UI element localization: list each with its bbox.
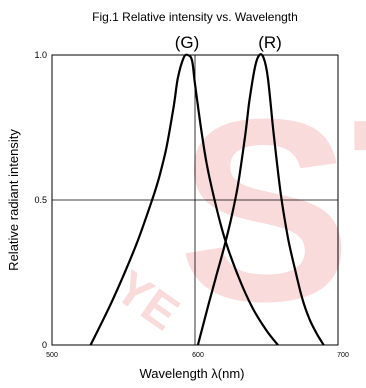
y-tick-label-0.5: 0.5 — [34, 195, 47, 205]
series-line-g — [89, 53, 279, 346]
x-tick-label-700: 700 — [337, 352, 349, 359]
watermark: STKYE — [105, 66, 366, 356]
chart-title: Fig.1 Relative intensity vs. Wavelength — [92, 10, 298, 24]
x-tick-label-500: 500 — [46, 352, 58, 359]
watermark-sub-text: YE — [105, 261, 188, 341]
x-axis-label: Wavelength λ(nm) — [140, 366, 245, 381]
series-line-r — [196, 53, 325, 346]
x-tick-label-600: 600 — [192, 352, 204, 359]
y-tick-label-0: 0 — [42, 340, 47, 350]
series-label-g: (G) — [175, 33, 200, 52]
y-tick-label-1.0: 1.0 — [34, 50, 47, 60]
series-layer — [89, 53, 325, 346]
series-label-r: (R) — [258, 33, 282, 52]
y-axis-label: Relative radiant intensity — [6, 129, 21, 271]
